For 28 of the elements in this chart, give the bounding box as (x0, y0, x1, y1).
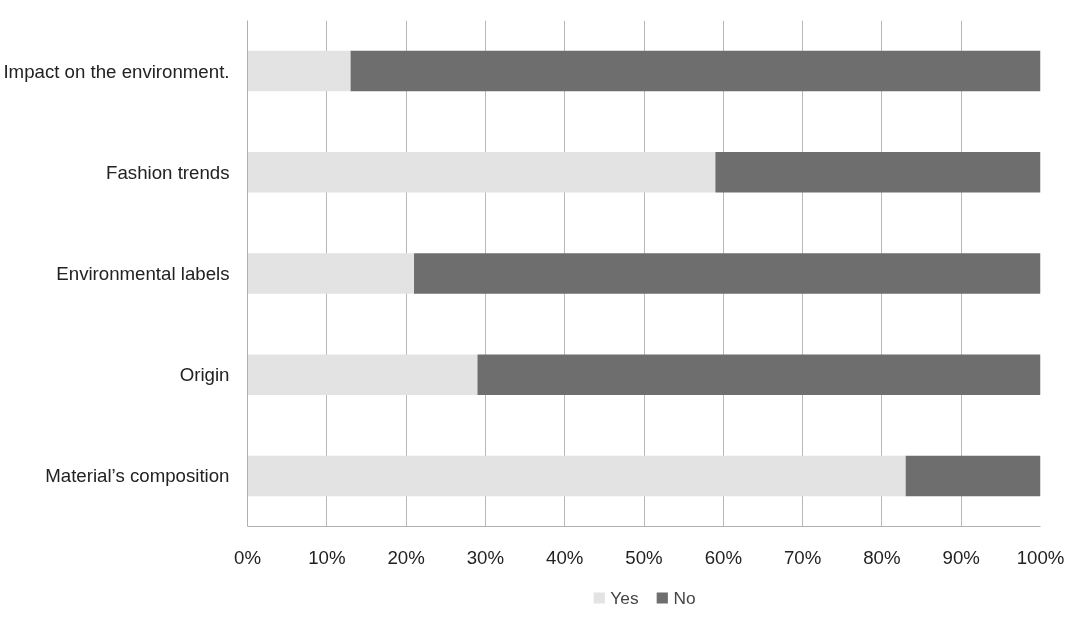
bar (247, 354, 478, 395)
y-tick-label: Origin (179, 364, 230, 386)
x-tick-label: 100% (1016, 546, 1065, 568)
legend-label: No (673, 587, 696, 608)
x-tick-label: 80% (863, 546, 901, 568)
bar (350, 50, 1041, 92)
x-tick-label: 60% (704, 546, 742, 568)
bar (477, 354, 1041, 395)
x-tick-label: 70% (783, 546, 822, 568)
y-tick-label: Fashion trends (106, 161, 230, 183)
bar (247, 455, 906, 497)
x-tick-label: 90% (942, 546, 980, 568)
x-tick-label: 30% (466, 546, 505, 568)
y-tick-label: Material’s composition (45, 465, 230, 487)
bar (905, 455, 1041, 497)
x-tick-label: 50% (625, 546, 663, 568)
x-tick-label: 20% (387, 546, 425, 568)
bar (414, 253, 1041, 294)
bar (247, 152, 716, 193)
bar (715, 152, 1041, 193)
bar (247, 50, 351, 92)
bar (247, 253, 415, 294)
y-tick-label: Environmental labels (56, 263, 230, 284)
x-tick-label: 10% (308, 546, 346, 568)
legend-label: Yes (610, 587, 639, 608)
x-tick-label: 0% (234, 546, 261, 568)
y-tick-label: Impact on the environment. (3, 60, 230, 82)
x-tick-label: 40% (546, 546, 584, 568)
